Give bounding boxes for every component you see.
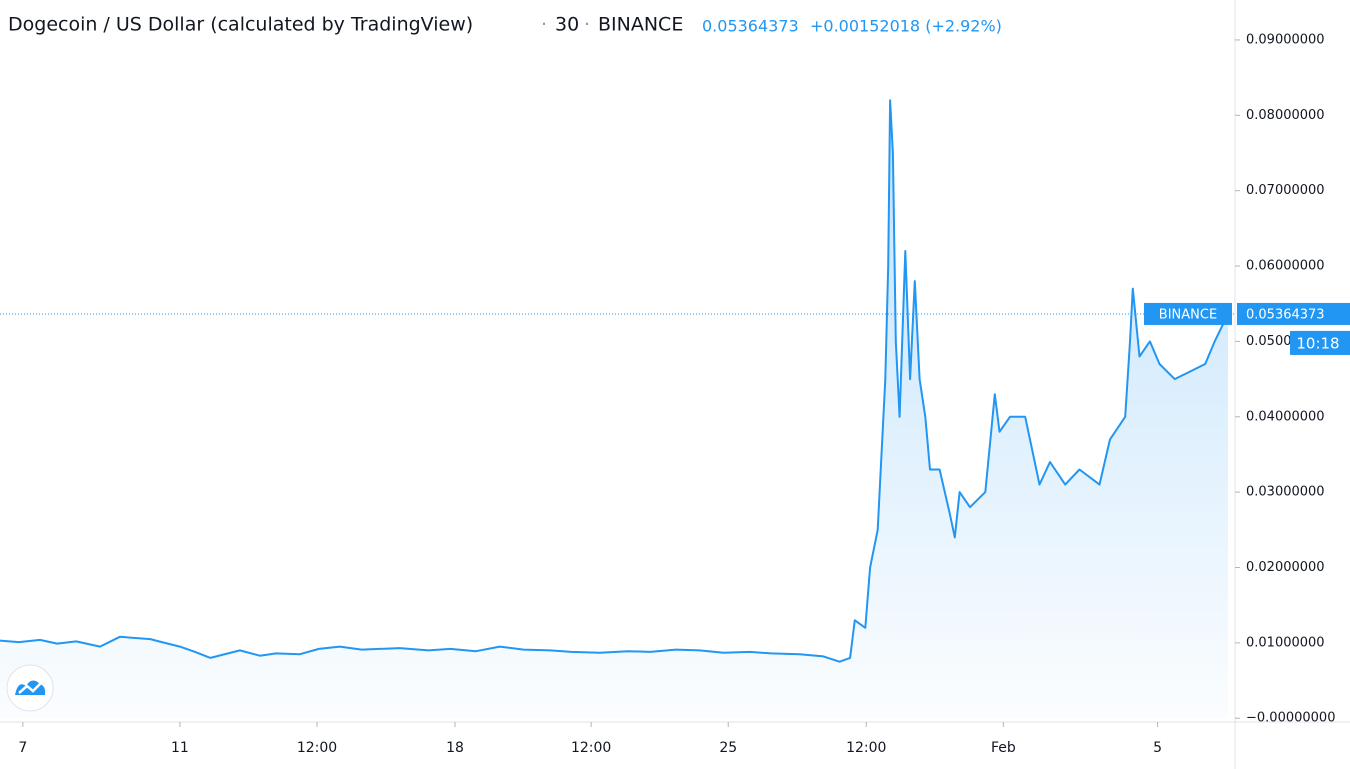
last-price: 0.05364373 — [702, 17, 799, 36]
countdown-label: 10:18 — [1296, 334, 1339, 352]
x-tick-label: 12:00 — [846, 740, 886, 756]
separator: · — [584, 14, 590, 36]
y-tick-label: 0.06000000 — [1246, 259, 1325, 274]
symbol-title: Dogecoin / US Dollar (calculated by Trad… — [8, 14, 473, 36]
x-tick-label: 25 — [719, 740, 737, 756]
header: Dogecoin / US Dollar (calculated by Trad… — [0, 6, 1010, 44]
x-tick-label: 11 — [171, 740, 189, 756]
x-tick-label: 7 — [18, 740, 27, 756]
interval: 30 — [555, 14, 579, 36]
x-tick-label: 12:00 — [297, 740, 337, 756]
x-tick-label: 12:00 — [571, 740, 611, 756]
y-tick-label: 0.04000000 — [1246, 409, 1325, 424]
logo-line — [18, 682, 42, 694]
price-change: +0.00152018 (+2.92%) — [810, 17, 1002, 36]
x-tick-label: 5 — [1153, 740, 1162, 756]
y-tick-label: −0.00000000 — [1246, 711, 1335, 726]
y-tick-label: 0.08000000 — [1246, 108, 1325, 123]
area-fill — [0, 100, 1228, 719]
tv-logo[interactable] — [6, 664, 54, 712]
countdown-badge — [1290, 330, 1350, 355]
x-tick-label: Feb — [991, 740, 1016, 756]
y-tick-label: 0.07000000 — [1246, 183, 1325, 198]
exchange-badge-label: BINANCE — [1159, 307, 1217, 322]
y-tick-label: 0.03000000 — [1246, 485, 1325, 500]
price-badges: BINANCE 0.05364373 10:18 — [1144, 302, 1350, 355]
separator: · — [541, 14, 547, 36]
plot — [0, 99, 1235, 719]
exchange: BINANCE — [598, 14, 683, 36]
x-tick-label: 18 — [446, 740, 464, 756]
y-tick-label: 0.02000000 — [1246, 560, 1325, 575]
price-badge — [1237, 302, 1350, 325]
header-bg — [0, 6, 1010, 44]
y-tick-label: 0.09000000 — [1246, 32, 1325, 47]
price-badge-label: 0.05364373 — [1246, 307, 1325, 322]
price-line — [0, 99, 1229, 663]
exchange-badge — [1144, 302, 1232, 325]
y-tick-label: 0.01000000 — [1246, 635, 1325, 650]
